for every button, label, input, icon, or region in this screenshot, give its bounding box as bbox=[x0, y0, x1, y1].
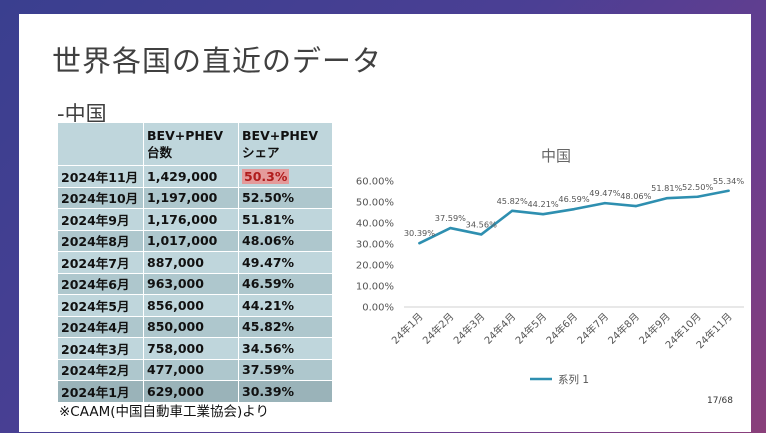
row-units: 850,000 bbox=[143, 315, 239, 338]
table-row: 2024年9月 1,176,000 51.81% bbox=[57, 208, 333, 231]
row-share: 34.56% bbox=[238, 337, 333, 360]
row-month: 2024年2月 bbox=[57, 358, 144, 381]
y-tick-label: 30.00% bbox=[356, 240, 394, 251]
row-units: 1,176,000 bbox=[143, 208, 239, 231]
table-row: 2024年11月 1,429,000 50.3% bbox=[57, 165, 333, 188]
row-month: 2024年1月 bbox=[57, 380, 144, 403]
row-month: 2024年5月 bbox=[57, 294, 144, 317]
x-tick-label: 24年5月 bbox=[512, 310, 549, 347]
row-month: 2024年6月 bbox=[57, 272, 144, 295]
row-units: 629,000 bbox=[143, 380, 239, 403]
row-month: 2024年4月 bbox=[57, 315, 144, 338]
y-tick-label: 20.00% bbox=[356, 261, 394, 272]
row-share: 51.81% bbox=[238, 208, 333, 231]
data-label: 49.47% bbox=[589, 188, 620, 198]
y-tick-label: 50.00% bbox=[356, 198, 394, 209]
table-row: 2024年5月 856,000 44.21% bbox=[57, 294, 333, 317]
row-month: 2024年7月 bbox=[57, 251, 144, 274]
slide-title: 世界各国の直近のデータ bbox=[52, 44, 383, 78]
data-label: 46.59% bbox=[558, 194, 589, 204]
row-share: 52.50% bbox=[238, 186, 333, 209]
source-note: ※CAAM(中国自動車工業協会)より bbox=[59, 404, 269, 420]
page-number: 17/68 bbox=[707, 396, 733, 406]
data-label: 34.56% bbox=[466, 219, 497, 229]
row-units: 477,000 bbox=[143, 358, 239, 381]
data-label: 37.59% bbox=[435, 213, 466, 223]
y-tick-label: 0.00% bbox=[362, 303, 394, 314]
table-row: 2024年4月 850,000 45.82% bbox=[57, 315, 333, 338]
table-row: 2024年7月 887,000 49.47% bbox=[57, 251, 333, 274]
x-tick-label: 24年1月 bbox=[389, 310, 426, 347]
table-header-cell: BEV+PHEV 台数 bbox=[143, 122, 239, 166]
x-tick-label: 24年8月 bbox=[605, 310, 642, 347]
table-row: 2024年8月 1,017,000 48.06% bbox=[57, 229, 333, 252]
table-row: 2024年2月 477,000 37.59% bbox=[57, 358, 333, 381]
row-units: 856,000 bbox=[143, 294, 239, 317]
row-share: 45.82% bbox=[238, 315, 333, 338]
data-point bbox=[449, 226, 452, 230]
data-point bbox=[603, 201, 607, 205]
line-chart: 中国 0.00% 10.00% 20.00% 30.00% 40.00% 50.00% 60.… bbox=[356, 147, 745, 386]
table-header-cell bbox=[57, 122, 144, 166]
table-header-cell: BEV+PHEV シェア bbox=[238, 122, 333, 166]
x-tick-label: 24年3月 bbox=[451, 310, 488, 347]
x-tick-label: 24年2月 bbox=[420, 310, 457, 347]
table-body: 2024年11月 1,429,000 50.3% 2024年10月 1,197,000 5… bbox=[57, 165, 333, 403]
data-point bbox=[634, 204, 638, 208]
data-point bbox=[665, 196, 668, 200]
data-point bbox=[541, 212, 545, 216]
row-units: 887,000 bbox=[143, 251, 239, 274]
row-units: 1,197,000 bbox=[143, 186, 239, 209]
data-label: 45.82% bbox=[497, 196, 528, 206]
row-share: 30.39% bbox=[238, 380, 333, 403]
x-tick-label: 24年6月 bbox=[543, 310, 580, 347]
row-share: 44.21% bbox=[238, 294, 333, 317]
y-tick-label: 60.00% bbox=[356, 177, 394, 188]
row-share: 37.59% bbox=[238, 358, 333, 381]
data-label: 52.50% bbox=[682, 182, 713, 192]
legend-label: 系列 1 bbox=[558, 373, 589, 386]
highlighted-share: 50.3% bbox=[242, 168, 290, 184]
y-tick-label: 40.00% bbox=[356, 219, 394, 230]
slide: 世界各国の直近のデータ -中国 BEV+PHEV 台数 BEV+PHEV シェア… bbox=[19, 14, 751, 432]
row-units: 963,000 bbox=[143, 272, 239, 295]
row-share: 46.59% bbox=[238, 272, 333, 295]
row-units: 1,429,000 bbox=[143, 165, 239, 188]
row-share: 50.3% bbox=[238, 165, 333, 188]
data-table: BEV+PHEV 台数 BEV+PHEV シェア 2024年11月 1,429,0… bbox=[57, 122, 333, 403]
data-point bbox=[480, 233, 483, 236]
data-label: 48.06% bbox=[620, 191, 651, 201]
x-tick-label: 24年7月 bbox=[574, 310, 611, 347]
data-point bbox=[572, 207, 576, 211]
y-tick-label: 10.00% bbox=[356, 282, 394, 293]
data-point bbox=[510, 209, 514, 212]
data-point bbox=[696, 195, 699, 198]
row-share: 48.06% bbox=[238, 229, 333, 252]
row-month: 2024年10月 bbox=[57, 186, 144, 209]
row-month: 2024年3月 bbox=[57, 337, 144, 360]
row-share: 49.47% bbox=[238, 251, 333, 274]
data-point bbox=[418, 241, 421, 245]
row-month: 2024年8月 bbox=[57, 229, 144, 252]
table-row: 2024年1月 629,000 30.39% bbox=[57, 380, 333, 403]
table-row: 2024年6月 963,000 46.59% bbox=[57, 272, 333, 295]
data-point bbox=[727, 189, 730, 192]
table-row: 2024年10月 1,197,000 52.50% bbox=[57, 186, 333, 209]
x-tick-label: 24年4月 bbox=[481, 310, 518, 347]
row-month: 2024年9月 bbox=[57, 208, 144, 231]
data-label: 30.39% bbox=[404, 228, 435, 238]
data-label: 51.81% bbox=[651, 183, 682, 193]
row-units: 1,017,000 bbox=[143, 229, 239, 252]
table-row: 2024年3月 758,000 34.56% bbox=[57, 337, 333, 360]
data-label: 44.21% bbox=[527, 199, 558, 209]
chart-title: 中国 bbox=[541, 147, 571, 165]
data-label: 55.34% bbox=[713, 176, 744, 186]
table-header-row: BEV+PHEV 台数 BEV+PHEV シェア bbox=[57, 122, 333, 166]
row-units: 758,000 bbox=[143, 337, 239, 360]
row-month: 2024年11月 bbox=[57, 165, 144, 188]
